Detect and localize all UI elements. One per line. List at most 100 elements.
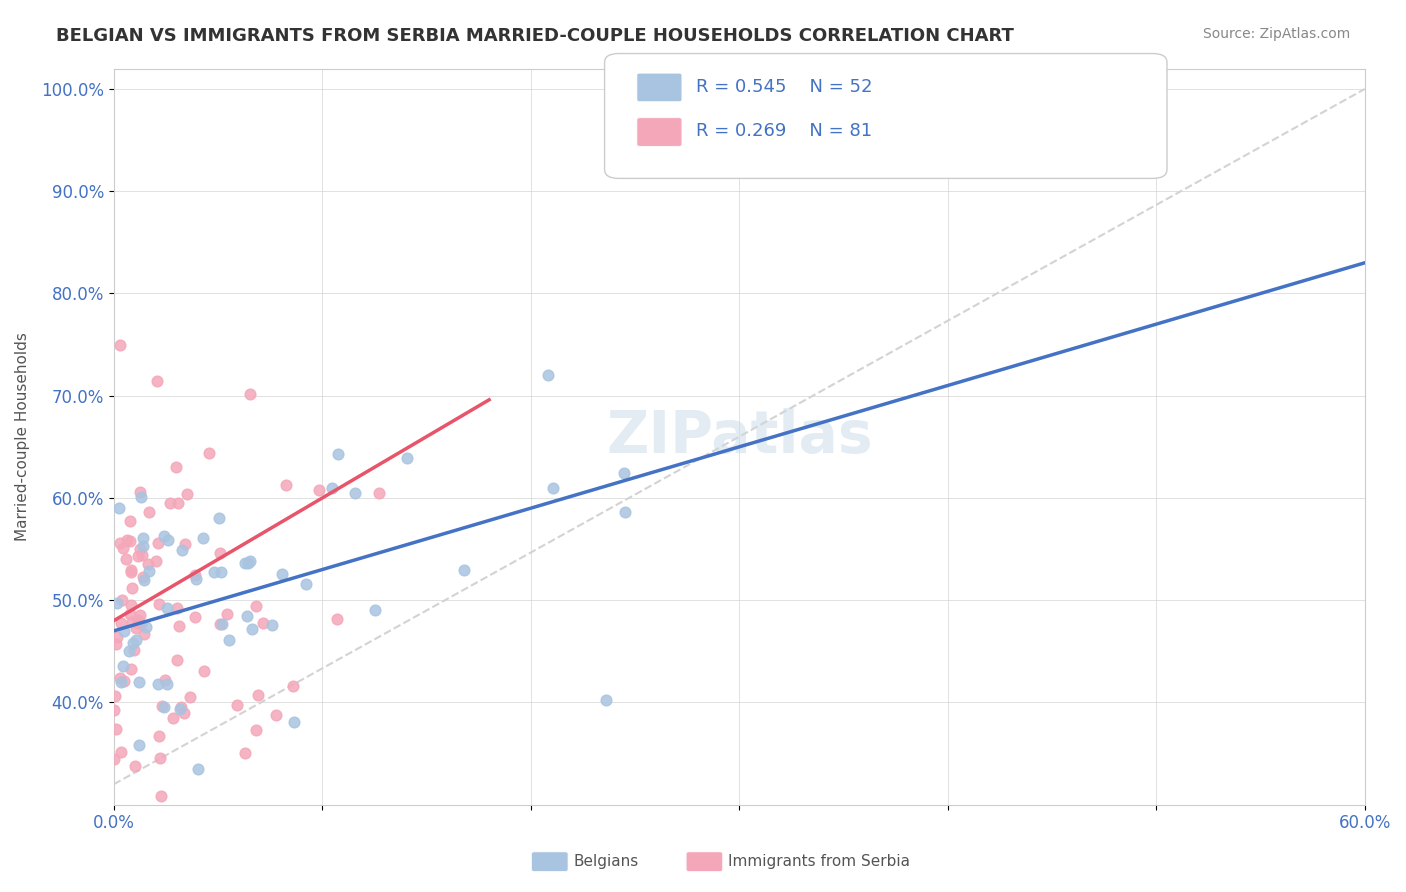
Point [240,623,263,637]
Point [108,535,131,549]
Point [120,598,142,612]
Point [368,485,391,500]
Point [211,617,233,632]
Point [127,549,149,563]
Point [343,485,366,500]
Point [215,607,238,622]
Point [146,677,169,691]
Text: BELGIAN VS IMMIGRANTS FROM SERBIA MARRIED-COUPLE HOUSEHOLDS CORRELATION CHART: BELGIAN VS IMMIGRANTS FROM SERBIA MARRIE… [56,27,1014,45]
Point [162,711,184,725]
Point [125,621,148,635]
Point [105,722,128,736]
Point [132,531,155,545]
Point [173,706,195,720]
Point [156,677,179,691]
Point [167,496,190,510]
Text: ZIPatlas: ZIPatlas [606,409,873,465]
Point [363,602,385,616]
Point [245,723,267,738]
Point [239,554,262,568]
Point [120,566,142,580]
Point [121,581,143,595]
Point [170,699,193,714]
Point [153,699,176,714]
Point [120,662,142,676]
Point [135,620,157,634]
Point [136,557,159,571]
Point [145,554,167,568]
Point [120,563,142,577]
Point [193,664,215,678]
Point [264,708,287,723]
Point [226,698,249,712]
Point [218,633,240,648]
Point [105,637,128,651]
Point [295,576,318,591]
Point [165,459,187,474]
Point [157,533,180,547]
Point [118,644,141,658]
Point [537,368,560,383]
Point [247,688,270,702]
Point [134,627,156,641]
Point [326,612,349,626]
Text: R = 0.269    N = 81: R = 0.269 N = 81 [696,122,872,140]
Point [166,600,188,615]
Point [236,556,259,570]
Point [110,745,132,759]
Point [614,505,637,519]
Point [129,617,152,632]
Point [132,573,155,587]
Point [209,545,232,559]
Point [179,690,201,705]
Point [328,447,350,461]
Point [184,567,207,582]
Point [128,738,150,752]
Point [208,510,231,524]
Point [209,616,232,631]
Point [169,702,191,716]
Point [172,543,194,558]
Y-axis label: Married-couple Households: Married-couple Households [15,332,30,541]
Point [166,652,188,666]
Point [110,616,132,631]
Point [148,597,170,611]
Point [167,619,190,633]
Point [129,490,152,504]
Point [202,566,225,580]
Point [118,514,141,528]
Point [105,630,128,644]
Text: Belgians: Belgians [574,855,638,869]
Text: Immigrants from Serbia: Immigrants from Serbia [728,855,910,869]
Point [197,446,219,460]
Point [146,535,169,549]
Point [110,674,132,689]
Point [153,529,176,543]
Point [209,566,232,580]
Point [613,466,636,480]
Point [148,729,170,743]
Text: R = 0.545    N = 52: R = 0.545 N = 52 [696,78,873,95]
Point [127,613,149,627]
Point [104,690,127,704]
Point [153,673,176,688]
Point [276,477,298,491]
Point [125,632,148,647]
Point [112,673,135,688]
Point [184,609,207,624]
Point [129,607,152,622]
Point [186,573,208,587]
Point [124,759,146,773]
Point [121,636,143,650]
Point [132,539,155,553]
Point [103,752,125,766]
Point [131,570,153,584]
Point [271,566,294,581]
Point [115,533,138,548]
Point [138,564,160,578]
Point [118,534,141,549]
Point [127,615,149,630]
Point [283,715,305,730]
Point [131,548,153,562]
Point [262,618,284,632]
